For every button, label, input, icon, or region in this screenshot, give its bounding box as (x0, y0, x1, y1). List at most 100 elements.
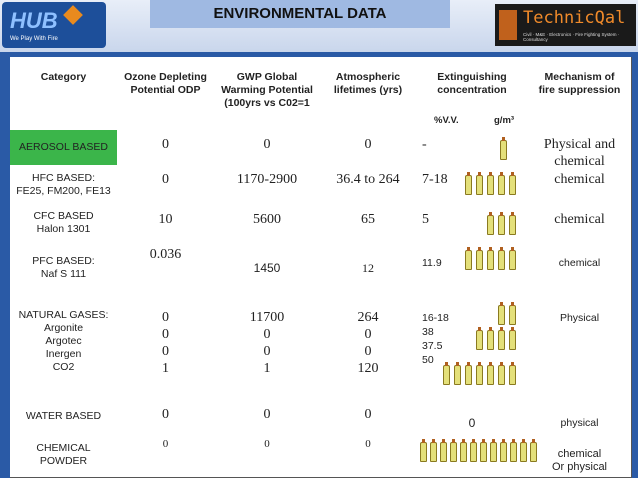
table-cell: HFC BASED: FE25, FM200, FE13 (10, 165, 118, 206)
bottle-icon (498, 302, 505, 325)
logo-left: HUB We Play With Fire (2, 2, 106, 48)
cell-text: concentration (437, 84, 507, 96)
table-cell: 0 (117, 130, 215, 166)
cell-text: 0 (162, 407, 169, 422)
logo-right-tagline: Civil · M&E · Electronics · Fire Fightin… (523, 32, 620, 42)
cell-text: Physical (559, 312, 600, 324)
cell-text: Argonite (43, 322, 84, 334)
cell-text: 37.5 (422, 340, 443, 352)
cell-text: 0 (162, 344, 169, 359)
cell-text: Ozone Depleting (124, 71, 207, 83)
bottle-icon (509, 362, 516, 385)
bottle-icon (509, 302, 516, 325)
table-cell: physical (528, 400, 632, 433)
cell-text: lifetimes (yrs) (333, 84, 403, 96)
cell-text: Or physical (551, 461, 608, 473)
cell-text: fire suppression (538, 84, 621, 96)
cell-text: 120 (357, 361, 379, 376)
bottle-icon (454, 362, 461, 385)
bottle-icon (530, 439, 537, 462)
bottle-icon (498, 327, 505, 350)
table-cell: Physical (528, 295, 632, 401)
table-cell: 5600 (214, 205, 321, 241)
cell-text: 0.036 (149, 247, 182, 262)
cell-text: CO2 (52, 361, 75, 373)
table-cell: 0 (214, 130, 321, 166)
table-cell: - (416, 130, 529, 166)
cell-text: 264 (357, 310, 379, 325)
bottle-icon (498, 172, 505, 195)
cell-text: 0 (263, 137, 271, 152)
cell-text: FE25, FM200, FE13 (16, 185, 111, 197)
cell-text: physical (560, 417, 599, 429)
bottle-icon (465, 362, 472, 385)
bottle-icon (500, 137, 507, 160)
cell-text: - (422, 137, 427, 152)
header-cell: Mechanism of fire suppression (528, 57, 632, 131)
header-cell: Atmospheric lifetimes (yrs) (320, 57, 417, 131)
cell-text: 7-18 (422, 172, 448, 187)
table-cell: CHEMICAL POWDER (10, 432, 118, 478)
cell-text: 0 (162, 172, 169, 187)
table-cell: 0 (117, 165, 215, 206)
bottle-icon (476, 172, 483, 195)
table-cell: 11700 0 0 1 (214, 295, 321, 401)
table-cell: 0 (320, 432, 417, 478)
table-cell: PFC BASED: Naf S 111 (10, 240, 118, 296)
bottle-icon (510, 439, 517, 462)
cell-text: 0 (364, 137, 372, 152)
cell-text: 1450 (253, 261, 281, 275)
cell-text: 10 (158, 212, 173, 227)
cell-text: 38 (422, 326, 434, 338)
cell-text: 0 (263, 407, 271, 422)
cell-text: chemical (557, 448, 602, 460)
header-cell: Extinguishing concentration %V.V. g/m³ (416, 57, 529, 131)
table-cell: 65 (320, 205, 417, 241)
cell-text: 0 (162, 310, 169, 325)
cell-text: chemical (558, 257, 601, 269)
cell-text: 50 (422, 354, 434, 366)
table-cell: 0 (117, 432, 215, 478)
cell-text: 0 (162, 327, 169, 342)
logo-left-text: HUB (10, 8, 58, 33)
cell-text: 0 (263, 327, 271, 342)
bottle-icon (430, 439, 437, 462)
bottle-icon (470, 439, 477, 462)
table-cell: 0 (320, 400, 417, 433)
bottle-icon (420, 439, 427, 462)
cell-text: NATURAL GASES: (18, 309, 109, 321)
cell-text: 0 (264, 438, 270, 450)
bottle-icon (487, 327, 494, 350)
table-cell: 0 (117, 400, 215, 433)
bottle-icon (487, 212, 494, 235)
bottle-icon (465, 247, 472, 270)
bottle-icon (509, 247, 516, 270)
table-cell: NATURAL GASES: Argonite Argotec Inergen CO2 (10, 295, 118, 401)
cell-text: 5600 (253, 212, 281, 227)
cell-text: 5 (422, 212, 429, 227)
cell-text: CHEMICAL (36, 441, 91, 454)
table-cell: chemical Or physical (528, 432, 632, 478)
cell-text: 1 (263, 361, 271, 376)
table-cell: 36.4 to 264 (320, 165, 417, 206)
bottle-icon (498, 247, 505, 270)
table-cell: 1170-2900 (214, 165, 321, 206)
table-cell: 10 (117, 205, 215, 241)
logo-mark (499, 10, 517, 40)
title: ENVIRONMENTAL DATA (150, 0, 450, 28)
cell-text: AEROSOL BASED (19, 141, 108, 153)
bottle-icon (476, 327, 483, 350)
cell-text: 0 (364, 344, 372, 359)
bottle-icon (487, 362, 494, 385)
table-cell: 12 (320, 240, 417, 296)
logo-left-tagline: We Play With Fire (10, 36, 58, 42)
logo-right-text: TechnicQal (523, 8, 626, 28)
cell-text: 11.9 (422, 257, 442, 269)
header-cell: GWP Global Warming Potential (100yrs vs C0… (214, 57, 321, 131)
bottle-icon (509, 172, 516, 195)
bottle-icon (487, 247, 494, 270)
table-cell: 0 (214, 400, 321, 433)
cell-text: Physical and (543, 137, 616, 152)
table-cell: Physical and chemical (528, 130, 632, 166)
cell-text: HFC BASED: (31, 172, 95, 184)
